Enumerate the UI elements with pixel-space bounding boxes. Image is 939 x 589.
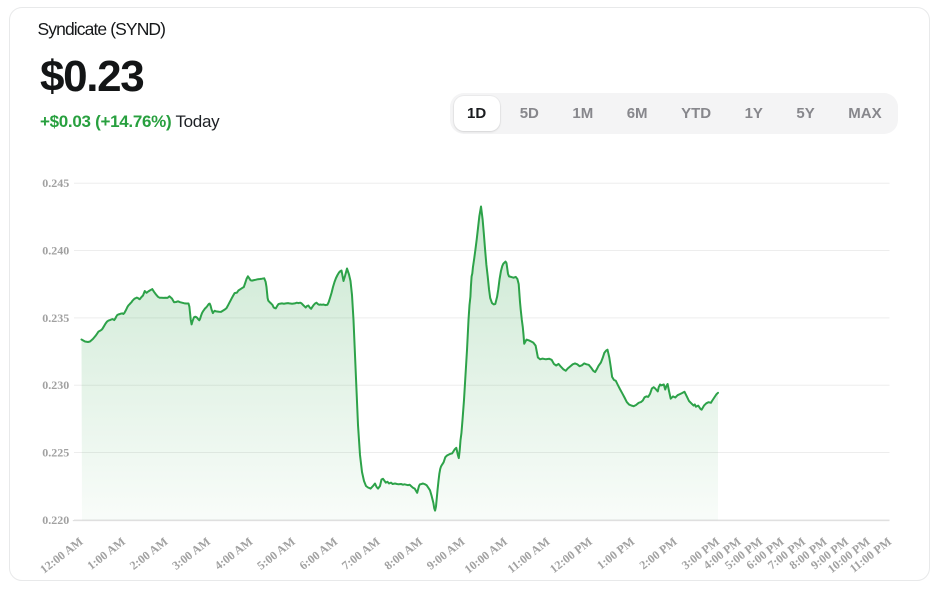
svg-text:2:00 AM: 2:00 AM <box>127 534 171 572</box>
svg-text:1:00 PM: 1:00 PM <box>594 534 637 572</box>
svg-text:9:00 AM: 9:00 AM <box>424 534 468 572</box>
svg-text:7:00 AM: 7:00 AM <box>339 534 383 572</box>
svg-text:0.240: 0.240 <box>42 244 69 258</box>
svg-text:0.245: 0.245 <box>42 176 69 190</box>
svg-text:5:00 AM: 5:00 AM <box>254 534 298 572</box>
svg-text:11:00 AM: 11:00 AM <box>505 534 553 576</box>
svg-text:3:00 AM: 3:00 AM <box>169 534 213 572</box>
svg-text:0.235: 0.235 <box>42 311 69 325</box>
svg-text:8:00 AM: 8:00 AM <box>381 534 425 572</box>
svg-text:10:00 AM: 10:00 AM <box>462 534 510 576</box>
svg-text:6:00 AM: 6:00 AM <box>297 534 341 572</box>
svg-text:12:00 PM: 12:00 PM <box>547 534 595 576</box>
svg-text:0.225: 0.225 <box>42 446 69 460</box>
svg-text:4:00 AM: 4:00 AM <box>212 534 256 572</box>
svg-text:2:00 PM: 2:00 PM <box>637 534 680 572</box>
svg-text:0.230: 0.230 <box>42 378 69 392</box>
svg-text:12:00 AM: 12:00 AM <box>37 534 85 576</box>
svg-text:1:00 AM: 1:00 AM <box>84 534 128 572</box>
svg-text:0.220: 0.220 <box>42 513 69 527</box>
